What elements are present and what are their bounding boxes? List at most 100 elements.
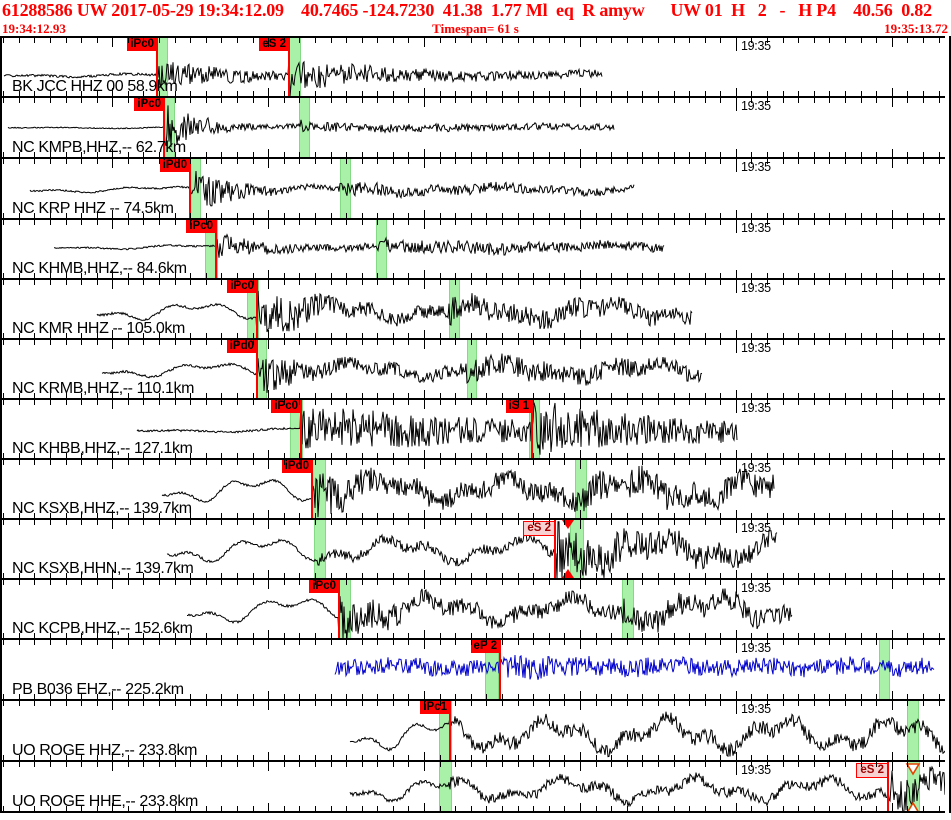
time-tick-bottom (252, 273, 254, 278)
time-tick-bottom (704, 453, 706, 458)
time-tick-top (564, 460, 566, 465)
pick-flag[interactable]: iPc1 (420, 701, 450, 714)
time-tick-top (533, 762, 535, 767)
pick-flag[interactable]: iPc0 (271, 400, 301, 413)
trace-row-B036[interactable]: eP 2 19:35 PB B036 EHZ,-- 225.2km (2, 638, 945, 699)
trace-row-KSXB,HHN,--[interactable]: eS 2 19:35 NC KSXB,HHN,-- 139.7km (2, 518, 945, 578)
time-tick-bottom (533, 213, 535, 218)
trace-row-ROGE[interactable]: iPc1 19:35 UO ROGE HHZ,-- 233.8km (2, 699, 945, 760)
time-tick-top (720, 580, 722, 585)
time-tick-top (517, 701, 519, 706)
time-tick-bottom (34, 333, 36, 338)
pick-flag[interactable]: eS 2 (523, 521, 555, 536)
time-tick-bottom (657, 694, 659, 699)
time-tick-top (268, 640, 270, 649)
time-tick-bottom (626, 213, 628, 218)
time-tick-top (798, 98, 800, 103)
time-tick-bottom (782, 573, 784, 578)
time-tick-bottom (673, 806, 675, 811)
pick-flag[interactable]: iPc0 (127, 38, 157, 51)
time-tick-bottom (3, 573, 5, 578)
time-tick-top (657, 340, 659, 345)
time-tick-top (860, 38, 862, 43)
time-tick-top (907, 38, 909, 43)
pick-flag[interactable]: iPc0 (227, 280, 257, 293)
time-tick-bottom (159, 273, 160, 278)
time-tick-bottom (34, 806, 36, 811)
time-tick-top (127, 98, 129, 103)
trace-row-KHMB,HHZ,--[interactable]: iPc0 19:35 NC KHMB,HHZ,-- 84.6km (2, 218, 945, 278)
time-tick-top (18, 280, 20, 285)
trace-panel: iPc0 eS 2 19:35 BK JCC HHZ 00 58.9km iPc0 19:… (0, 36, 951, 813)
pick-flag[interactable]: eS 2 (856, 763, 888, 778)
time-tick-top (314, 159, 316, 164)
pick-marker-triangle-bottom[interactable] (562, 569, 574, 578)
time-tick-bottom (81, 152, 82, 157)
trace-row-KRMB,HHZ,--[interactable]: iPd0 19:35 NC KRMB,HHZ,-- 110.1km (2, 338, 945, 398)
pick-flag[interactable]: iPd0 (226, 340, 257, 353)
pick-flag[interactable]: eS 2 (259, 38, 289, 51)
time-tick-top (751, 98, 753, 103)
time-tick-bottom (408, 393, 410, 398)
time-tick-bottom (361, 213, 363, 218)
trace-row-KMR[interactable]: iPc0 19:35 NC KMR HHZ -- 105.0km (2, 278, 945, 338)
time-tick-bottom (704, 213, 706, 218)
time-tick-bottom (704, 806, 706, 811)
trace-row-JCC[interactable]: iPc0 eS 2 19:35 BK JCC HHZ 00 58.9km (2, 36, 945, 96)
time-tick-top (236, 400, 238, 405)
time-tick-bottom (891, 752, 893, 760)
time-tick-bottom (782, 213, 784, 218)
pick-time-line (215, 220, 217, 278)
pick-flag[interactable]: eP 2 (470, 640, 500, 653)
pick-flag[interactable]: iPc0 (134, 98, 164, 111)
time-tick-top (642, 159, 644, 164)
pick-flag[interactable]: iPd0 (159, 159, 190, 172)
time-tick-bottom (455, 633, 457, 638)
time-tick-top (798, 640, 800, 645)
trace-row-KHBB,HHZ,--[interactable]: iPc0 iS 1 19:35 NC KHBB,HHZ,-- 127.1km (2, 398, 945, 458)
time-tick-bottom (299, 393, 301, 398)
time-tick-bottom (767, 393, 768, 398)
time-tick-bottom (81, 213, 82, 218)
time-tick-bottom (143, 513, 145, 518)
time-tick-top (377, 580, 379, 585)
pick-marker-triangle-outline[interactable] (905, 762, 921, 813)
time-tick-bottom (221, 573, 223, 578)
time-tick-top (626, 640, 628, 645)
time-tick-bottom (81, 273, 82, 278)
time-tick-bottom (860, 91, 862, 96)
trace-row-KCPB,HHZ,--[interactable]: iPc0 19:35 NC KCPB,HHZ,-- 152.6km (2, 578, 945, 638)
pick-flag[interactable]: iPd0 (281, 460, 312, 473)
pick-flag[interactable]: iPc0 (186, 220, 216, 233)
trace-row-KSXB,HHZ,--[interactable]: iPd0 19:35 NC KSXB,HHZ,-- 139.7km (2, 458, 945, 518)
pick-flag[interactable]: iPc0 (309, 580, 339, 593)
time-tick-bottom (751, 152, 753, 157)
trace-row-ROGE[interactable]: eS 2 19:35 UO ROGE HHE,-- 233.8km (2, 760, 945, 813)
time-tick-top (330, 640, 332, 645)
time-tick-bottom (190, 393, 192, 398)
time-tick-bottom (860, 453, 862, 458)
time-tick-bottom (314, 91, 316, 96)
time-tick-bottom (190, 694, 192, 699)
trace-row-KRP[interactable]: iPd0 19:35 NC KRP HHZ -- 74.5km (2, 157, 945, 218)
time-tick-top (190, 159, 192, 164)
time-tick-top (96, 98, 98, 103)
time-tick-top (907, 159, 909, 164)
time-tick-bottom (159, 213, 160, 218)
pick-marker-triangle-top[interactable] (562, 520, 574, 529)
trace-row-KMPB,HHZ,--[interactable]: iPc0 19:35 NC KMPB,HHZ,-- 62.7km (2, 96, 945, 157)
time-tick-bottom (205, 755, 207, 760)
time-tick-top (860, 400, 862, 405)
time-tick-top (829, 400, 831, 405)
time-tick-top (782, 340, 784, 345)
time-tick-bottom (314, 573, 316, 578)
time-tick-top (907, 580, 909, 585)
time-tick-bottom (907, 453, 909, 458)
time-tick-top (657, 580, 659, 585)
pick-flag[interactable]: iS 1 (505, 400, 532, 413)
time-tick-top (720, 38, 722, 43)
time-tick-top (767, 520, 768, 525)
time-tick-top (579, 220, 581, 229)
minute-label: 19:35 (741, 160, 771, 174)
time-tick-top (891, 640, 893, 649)
